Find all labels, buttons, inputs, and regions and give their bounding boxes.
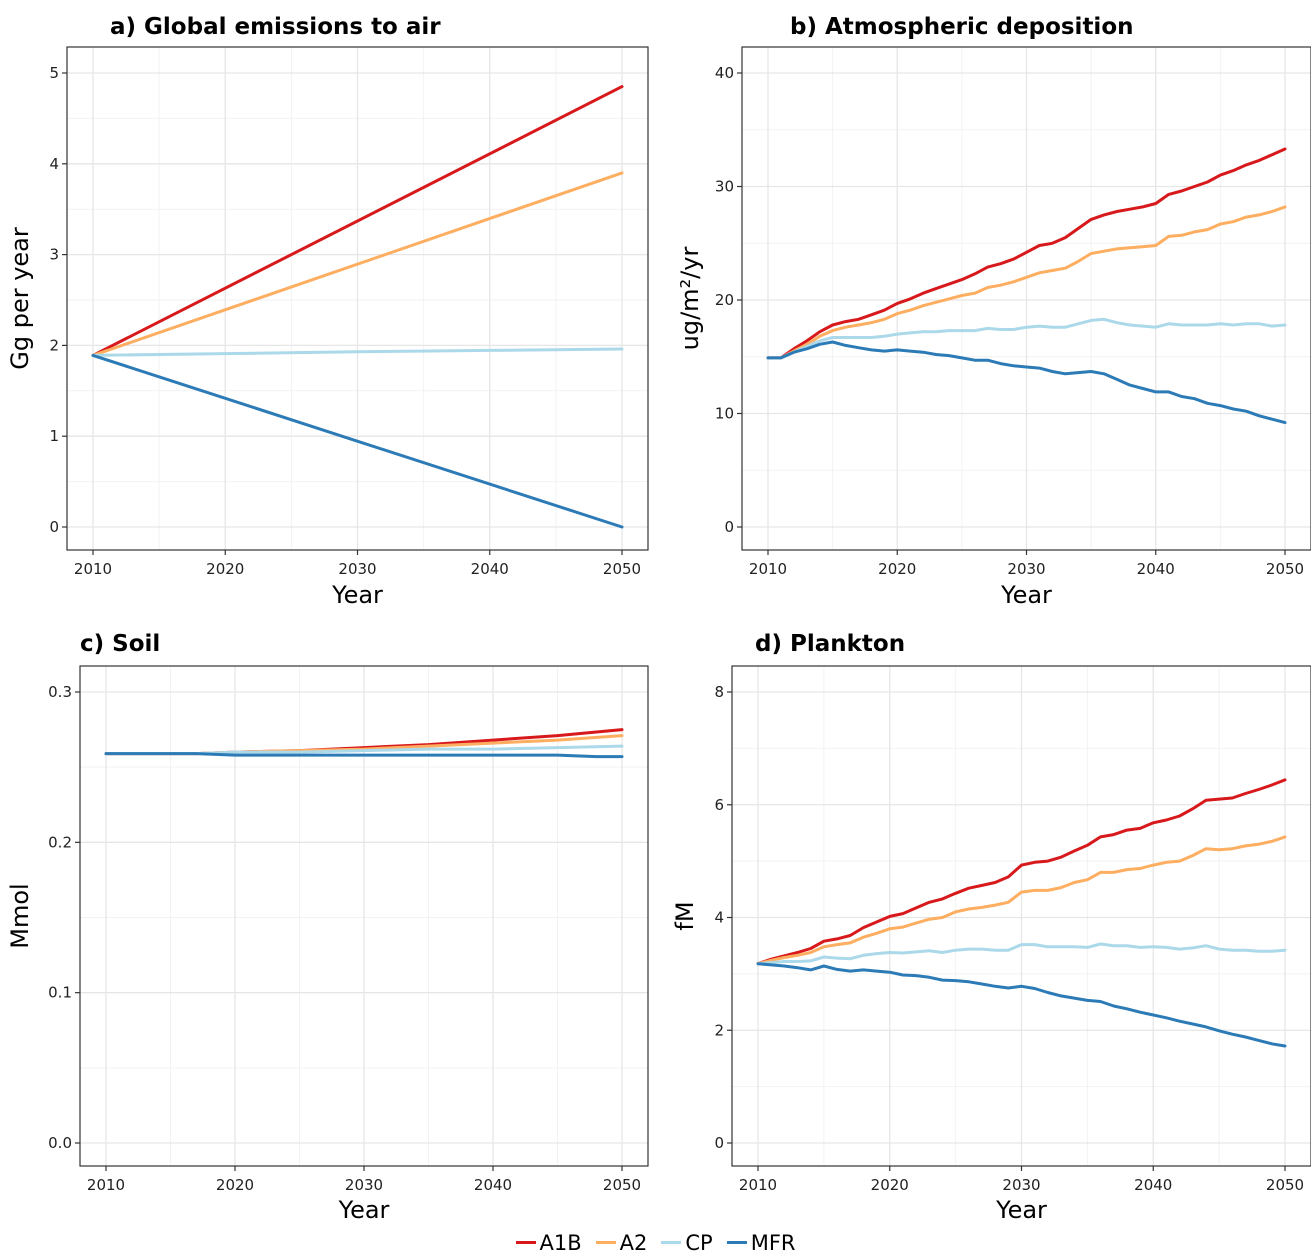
x-tick-label: 2050 [603,560,641,578]
y-tick-label: 10 [715,405,734,423]
series-line-a2 [766,205,1287,360]
panel-3: 2010 2020 2030 2040 2050 0.0 0.1 0.2 0.3 c) Soil Y… [6,631,649,1224]
x-tick-label: 2050 [1266,1176,1304,1194]
legend-item-a2: A2 [595,1230,648,1255]
x-tick-label: 2050 [603,1176,641,1194]
y-tick-label: 4 [49,155,59,173]
legend-key-a2 [595,1241,616,1244]
y-tick-label: 8 [714,683,724,701]
x-tick-label: 2020 [206,560,244,578]
series-line-a1b [91,85,624,357]
y-tick-label: 0.1 [48,984,72,1002]
y-tick-label: 1 [49,427,59,445]
legend-item-mfr: MFR [726,1230,796,1255]
x-tick-label: 2020 [871,1176,909,1194]
series-line-a2 [756,835,1287,966]
y-tick-label: 2 [49,336,59,354]
y-tick-label: 20 [715,291,734,309]
series-line-a1b [766,147,1287,360]
x-axis-label: Year [995,1196,1047,1224]
y-tick-label: 30 [715,178,734,196]
x-tick-label: 2030 [345,1176,383,1194]
series-line-mfr [91,353,624,529]
panel-title: b) Atmospheric deposition [790,14,1134,40]
legend-label-a2: A2 [619,1230,648,1255]
series-line-mfr [756,962,1287,1048]
series-line-a2 [91,171,624,357]
x-tick-label: 2030 [338,560,376,578]
x-tick-label: 2020 [878,560,916,578]
series-line-cp [756,942,1287,966]
x-tick-label: 2040 [1137,560,1175,578]
series-line-a1b [756,778,1287,966]
y-tick-label: 40 [715,64,734,82]
y-tick-label: 2 [714,1021,724,1039]
series-line-cp [91,347,624,357]
panel-title: d) Plankton [755,631,905,657]
y-tick-label: 0 [49,518,59,536]
y-tick-label: 3 [49,246,59,264]
legend: A1B A2 CP MFR [0,1229,1311,1256]
legend-label-a1b: A1B [539,1230,582,1255]
y-axis-label: fM [671,901,699,930]
y-tick-label: 0.0 [48,1134,72,1152]
y-axis-label: Mmol [6,883,34,948]
x-tick-label: 2040 [474,1176,512,1194]
x-axis-label: Year [1000,581,1052,609]
legend-label-cp: CP [685,1230,713,1255]
x-tick-label: 2040 [471,560,509,578]
y-tick-label: 5 [49,64,59,82]
series-line-cp [766,317,1287,360]
y-tick-label: 0 [714,1134,724,1152]
legend-label-mfr: MFR [750,1230,796,1255]
y-axis-label: ug/m²/yr [676,247,704,351]
legend-key-mfr [726,1241,747,1244]
x-tick-label: 2010 [87,1176,125,1194]
y-tick-label: 6 [714,796,724,814]
x-tick-label: 2010 [74,560,112,578]
x-axis-label: Year [338,1196,390,1224]
x-tick-label: 2020 [216,1176,254,1194]
x-tick-label: 2050 [1266,560,1304,578]
y-tick-label: 0.3 [48,683,72,701]
panel-4: 2010 2020 2030 2040 2050 0 2 4 6 8 d) Plankton Year… [671,631,1311,1224]
legend-item-cp: CP [661,1230,713,1255]
legend-key-cp [661,1241,682,1244]
panel-title: c) Soil [80,631,160,657]
panel-title: a) Global emissions to air [110,14,441,40]
legend-key-a1b [515,1241,536,1244]
y-tick-label: 4 [714,909,724,927]
series-line-mfr [766,340,1287,425]
series-line-mfr [104,752,624,759]
y-tick-label: 0.2 [48,833,72,851]
x-tick-label: 2010 [739,1176,777,1194]
legend-item-a1b: A1B [515,1230,582,1255]
y-axis-label: Gg per year [6,227,34,370]
x-tick-label: 2030 [1007,560,1045,578]
y-tick-label: 0 [724,518,734,536]
x-tick-label: 2030 [1002,1176,1040,1194]
x-axis-label: Year [331,581,383,609]
x-tick-label: 2040 [1134,1176,1172,1194]
panel-1: 2010 2020 2030 2040 2050 0 1 2 3 4 5 a) Global emis… [6,14,649,609]
x-tick-label: 2010 [749,560,787,578]
